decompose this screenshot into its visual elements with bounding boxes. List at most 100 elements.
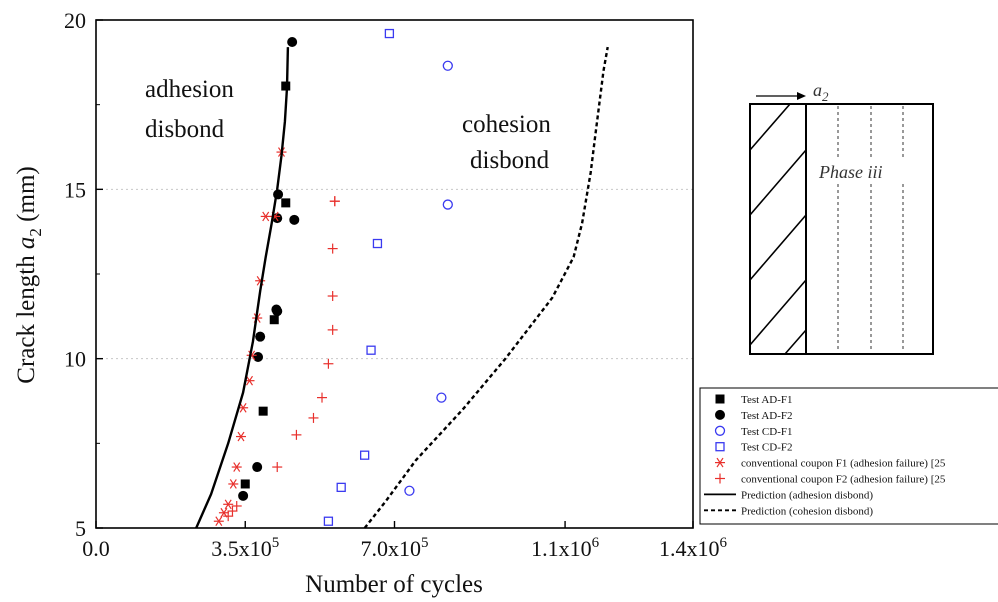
x-tick-label: 1.4x106 — [659, 535, 728, 561]
data-point — [436, 392, 447, 403]
data-point — [240, 479, 250, 489]
legend-entry: Test AD-F1 — [715, 394, 792, 406]
legend-entry: conventional coupon F2 (adhesion failure… — [715, 473, 946, 486]
data-point — [228, 479, 239, 489]
data-point — [291, 429, 302, 440]
legend-label: Prediction (cohesion disbond) — [741, 505, 873, 517]
data-point — [252, 462, 263, 473]
series-1 — [238, 37, 300, 501]
data-point — [327, 243, 338, 254]
data-point — [272, 462, 283, 473]
x-tick-label: 3.5x105 — [211, 535, 279, 561]
legend-entry: Test AD-F2 — [715, 409, 792, 422]
y-tick-label: 10 — [64, 347, 86, 372]
legend-entry: Prediction (cohesion disbond) — [704, 505, 873, 517]
data-point — [281, 81, 291, 91]
inset-hatching — [749, 103, 807, 355]
legend-entry: conventional coupon F1 (adhesion failure… — [715, 458, 946, 470]
legend-entry: Test CD-F1 — [714, 425, 792, 438]
annotation-adhesion-disbond: disbond — [145, 116, 225, 143]
legend-label: Test AD-F2 — [741, 410, 792, 422]
annotation-cohesion-disbond: disbond — [470, 147, 550, 174]
y-axis-title: Crack length a2 (mm) — [13, 166, 45, 383]
inset-a2-var: a — [813, 80, 822, 100]
inset-arrow-head — [797, 92, 806, 100]
y-tick-label: 15 — [64, 177, 86, 202]
data-point — [223, 499, 234, 510]
inset-a2-sub: 2 — [822, 89, 829, 104]
x-tick-label: 7.0x105 — [361, 535, 429, 561]
legend-label: conventional coupon F2 (adhesion failure… — [741, 474, 946, 486]
data-point — [442, 60, 453, 71]
data-point — [260, 211, 271, 222]
y-axis-title-variable: a — [13, 237, 40, 250]
legend-marker — [715, 409, 725, 420]
data-point — [253, 351, 264, 362]
inset-dashed-lines — [837, 106, 904, 352]
inset-phase-label: Phase iii — [818, 162, 883, 182]
inset-a2-label: a2 — [813, 80, 829, 104]
data-point — [287, 37, 298, 48]
data-point — [327, 291, 338, 302]
y-axis-title-subscript: 2 — [26, 228, 45, 237]
legend-label: Test CD-F1 — [741, 426, 792, 438]
legend-entry: Test CD-F2 — [715, 442, 792, 454]
data-point — [269, 315, 279, 325]
data-point — [235, 431, 246, 442]
annotation-cohesion: cohesion — [462, 111, 551, 138]
data-point — [281, 198, 291, 208]
legend-marker — [715, 442, 725, 452]
legend-marker — [714, 425, 726, 436]
axis-ticks: 5 10 15 20 0.0 3.5x105 7.0x105 1.1x106 1.4x106 — [64, 8, 728, 561]
data-point — [329, 196, 340, 207]
data-point — [317, 392, 328, 403]
data-point — [227, 506, 238, 517]
legend-marker — [715, 473, 725, 484]
data-point — [336, 482, 346, 493]
legend-label: Test CD-F2 — [741, 442, 792, 454]
legend-label: conventional coupon F1 (adhesion failure… — [741, 458, 946, 470]
legend-entries: Test AD-F1 Test AD-F2 Test CD-F1 Test CD-F2… — [704, 394, 946, 517]
data-point — [327, 324, 338, 335]
data-point — [323, 358, 334, 369]
data-point — [258, 406, 268, 416]
series-2 — [404, 60, 453, 496]
series-6 — [195, 47, 290, 529]
y-axis-title-unit: (mm) — [13, 166, 40, 228]
x-tick-label: 1.1x106 — [531, 535, 600, 561]
x-axis-title: Number of cycles — [305, 571, 483, 598]
data-point — [372, 238, 383, 249]
data-point — [289, 214, 300, 225]
data-point — [308, 412, 319, 423]
data-point — [442, 199, 453, 210]
inset-label-bg — [815, 158, 909, 184]
data-point — [384, 28, 395, 39]
data-point — [366, 345, 376, 355]
data-point — [223, 511, 234, 522]
annotation-adhesion: adhesion — [145, 76, 234, 103]
data-point — [404, 485, 415, 496]
legend-marker — [715, 457, 725, 468]
plot-series — [195, 28, 609, 529]
data-point — [323, 516, 334, 526]
legend-marker — [715, 394, 725, 404]
series-3 — [323, 28, 395, 526]
prediction-curve — [363, 46, 609, 529]
series-0 — [240, 81, 291, 489]
legend-entry: Prediction (adhesion disbond) — [704, 489, 873, 501]
data-point — [359, 450, 370, 460]
data-point — [272, 306, 283, 317]
series-5 — [223, 196, 340, 522]
y-tick-label: 5 — [75, 516, 86, 541]
legend-label: Prediction (adhesion disbond) — [741, 489, 873, 501]
y-tick-label: 20 — [64, 8, 86, 33]
data-point — [231, 462, 242, 472]
data-point — [213, 516, 224, 527]
y-axis-title-text: Crack length — [13, 249, 40, 384]
data-point — [238, 490, 249, 501]
legend-label: Test AD-F1 — [741, 394, 792, 406]
prediction-curve — [195, 47, 290, 529]
x-tick-label: 0.0 — [82, 536, 110, 561]
inset-diagram: a2 Phase iii — [749, 80, 934, 355]
